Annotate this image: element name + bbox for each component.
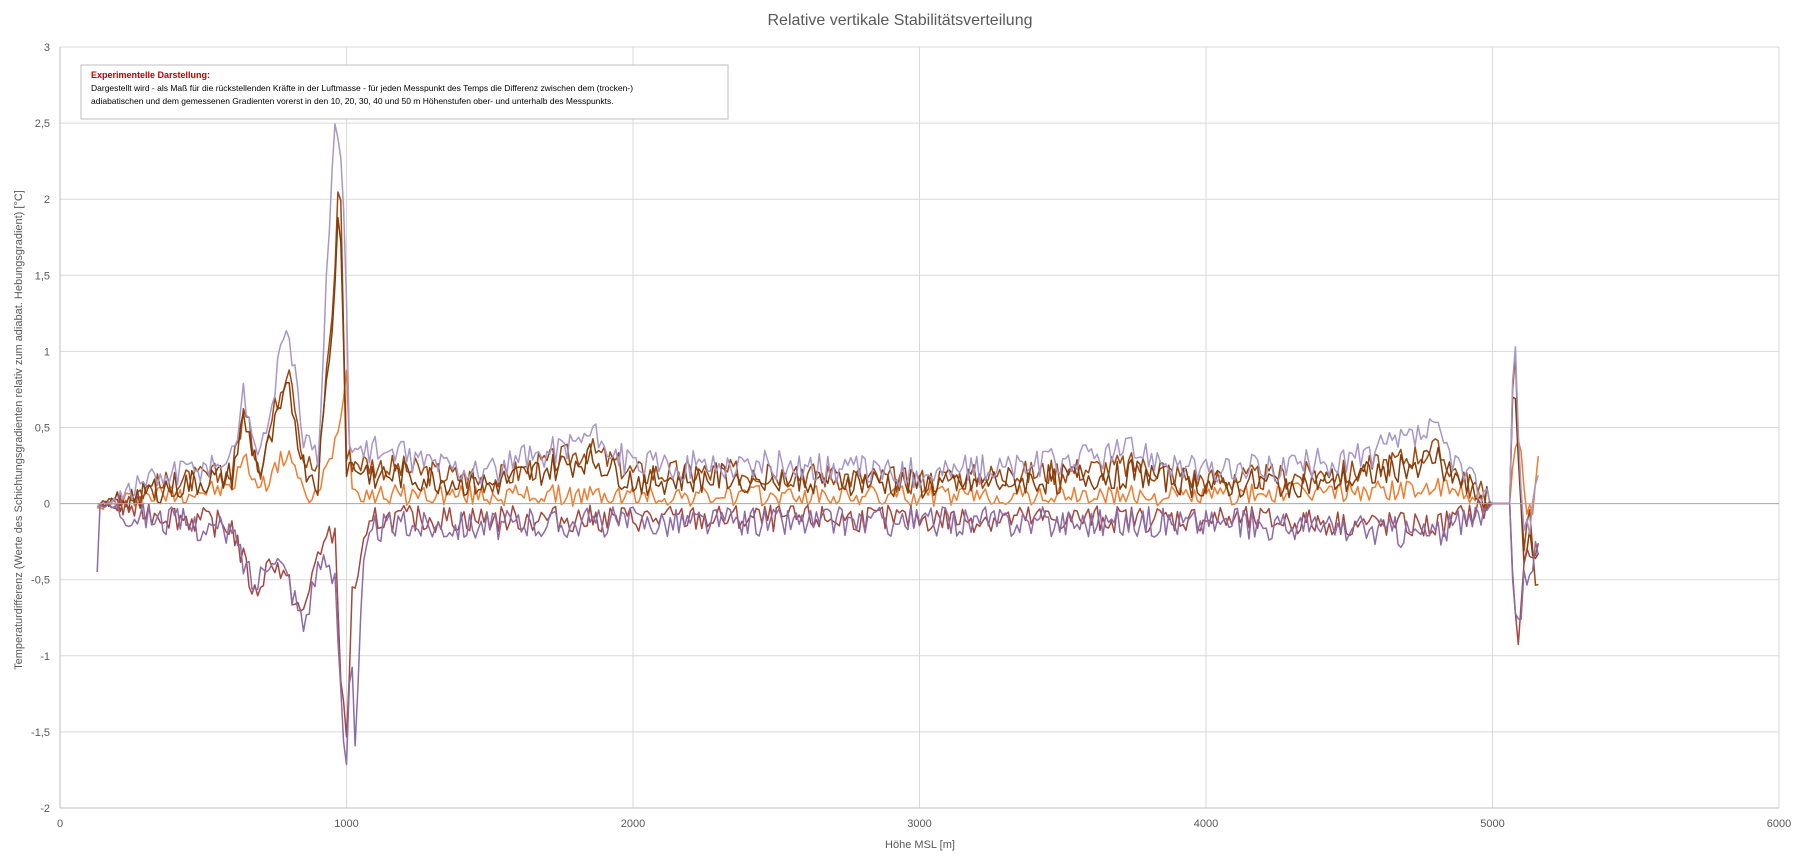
y-axis-label: Temperaturdifferenz (Werte des Schichtun… bbox=[13, 190, 25, 670]
series-line bbox=[96, 123, 1540, 535]
y-tick-label: -1 bbox=[40, 651, 50, 663]
x-tick-label: 1000 bbox=[334, 818, 358, 830]
y-tick-label: 0,5 bbox=[35, 423, 50, 435]
series-line bbox=[96, 191, 1539, 587]
series-line bbox=[97, 369, 1540, 515]
y-tick-label: -0,5 bbox=[31, 575, 50, 587]
y-tick-label: -2 bbox=[40, 803, 50, 815]
x-tick-label: 4000 bbox=[1194, 818, 1218, 830]
x-axis-label: Höhe MSL [m] bbox=[885, 839, 955, 851]
series-line bbox=[97, 494, 1540, 738]
gridlines bbox=[60, 46, 1780, 809]
x-tick-label: 6000 bbox=[1767, 818, 1791, 830]
x-tick-label: 5000 bbox=[1480, 818, 1504, 830]
axes bbox=[59, 47, 1779, 809]
annotation-title: Experimentelle Darstellung: bbox=[91, 70, 210, 80]
tick-labels: -2 -1,5 -1 -0,5 0 0,5 1 1,5 2 2,5 3 0 1000 2000 3000 40… bbox=[31, 42, 1791, 830]
series-line bbox=[96, 502, 1540, 766]
annotation-box: Experimentelle Darstellung: Dargestellt … bbox=[80, 64, 729, 120]
y-tick-label: 1,5 bbox=[35, 270, 50, 282]
series-layer bbox=[96, 123, 1540, 766]
annotation-line-2: adiabatischen und dem gemessenen Gradien… bbox=[91, 96, 614, 106]
x-tick-label: 0 bbox=[57, 818, 63, 830]
y-tick-label: 3 bbox=[44, 42, 50, 54]
chart-title: Relative vertikale Stabilitätsverteilung bbox=[767, 12, 1032, 29]
y-tick-label: 1 bbox=[44, 346, 50, 358]
y-tick-label: -1,5 bbox=[31, 727, 50, 739]
y-tick-label: 0 bbox=[44, 499, 50, 511]
x-tick-label: 2000 bbox=[621, 818, 645, 830]
annotation-frame bbox=[80, 64, 729, 120]
y-tick-label: 2 bbox=[44, 194, 50, 206]
x-tick-label: 3000 bbox=[907, 818, 931, 830]
y-tick-label: 2,5 bbox=[35, 118, 50, 130]
annotation-line-1: Dargestellt wird - als Maß für die rücks… bbox=[91, 83, 633, 93]
